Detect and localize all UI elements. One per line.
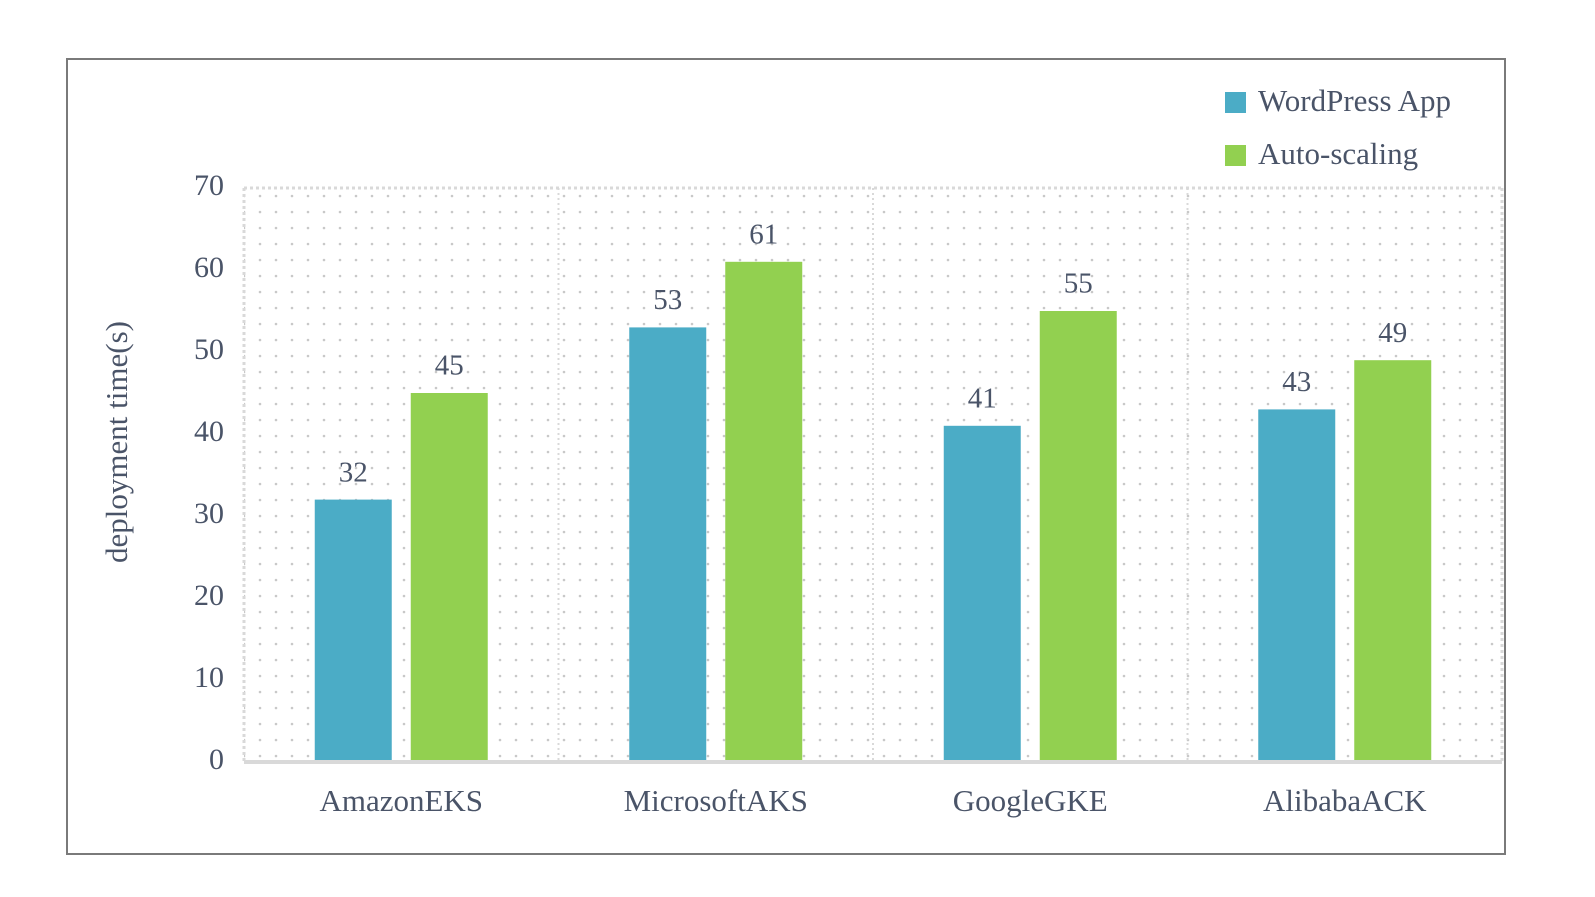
data-labels-group: 32 45 53 61 41 55 43 49 [339, 218, 1408, 488]
y-tick-label-0: 0 [209, 743, 224, 776]
bar-wordpress-app-googlegke [943, 425, 1021, 762]
y-tick-label-50: 50 [194, 333, 224, 366]
data-label-auto-scaling-alibabaack: 49 [1378, 317, 1407, 349]
x-tick-label-microsoftaks: MicrosoftAKS [624, 783, 808, 818]
y-tick-label-60: 60 [194, 251, 224, 284]
x-tick-label-amazoneks: AmazonEKS [319, 783, 483, 818]
y-tick-label-30: 30 [194, 497, 224, 530]
bar-auto-scaling-googlegke [1039, 311, 1117, 762]
y-tick-label-20: 20 [194, 579, 224, 612]
data-label-auto-scaling-microsoftaks: 61 [749, 218, 778, 250]
bar-auto-scaling-alibabaack [1354, 360, 1432, 762]
data-label-auto-scaling-googlegke: 55 [1064, 268, 1093, 300]
y-axis-ticks: 0 10 20 30 40 50 60 70 [194, 169, 224, 776]
legend-swatch-auto-scaling [1225, 145, 1246, 166]
x-axis-categories: AmazonEKS MicrosoftAKS GoogleGKE AlibabaACK [319, 783, 1427, 818]
category-separators [557, 188, 1189, 762]
bar-auto-scaling-amazoneks [410, 393, 488, 762]
legend-label-auto-scaling: Auto-scaling [1258, 136, 1418, 171]
y-tick-label-70: 70 [194, 169, 224, 202]
y-tick-label-10: 10 [194, 661, 224, 694]
data-label-auto-scaling-amazoneks: 45 [435, 350, 464, 382]
data-label-wordpress-app-microsoftaks: 53 [653, 284, 682, 316]
y-axis-title: deployment time(s) [99, 321, 134, 563]
bars-group [314, 261, 1432, 762]
bar-wordpress-app-amazoneks [314, 499, 392, 762]
data-label-wordpress-app-alibabaack: 43 [1282, 366, 1311, 398]
data-label-wordpress-app-googlegke: 41 [968, 382, 997, 414]
bar-auto-scaling-microsoftaks [725, 261, 803, 762]
legend-label-wordpress-app: WordPress App [1258, 83, 1451, 118]
data-label-wordpress-app-amazoneks: 32 [339, 456, 368, 488]
legend-swatch-wordpress-app [1225, 92, 1246, 113]
bar-wordpress-app-alibabaack [1258, 409, 1336, 762]
bar-wordpress-app-microsoftaks [629, 327, 707, 762]
legend: WordPress App Auto-scaling [1225, 83, 1451, 171]
x-tick-label-alibabaack: AlibabaACK [1263, 783, 1427, 818]
x-tick-label-googlegke: GoogleGKE [953, 783, 1108, 818]
y-tick-label-40: 40 [194, 415, 224, 448]
